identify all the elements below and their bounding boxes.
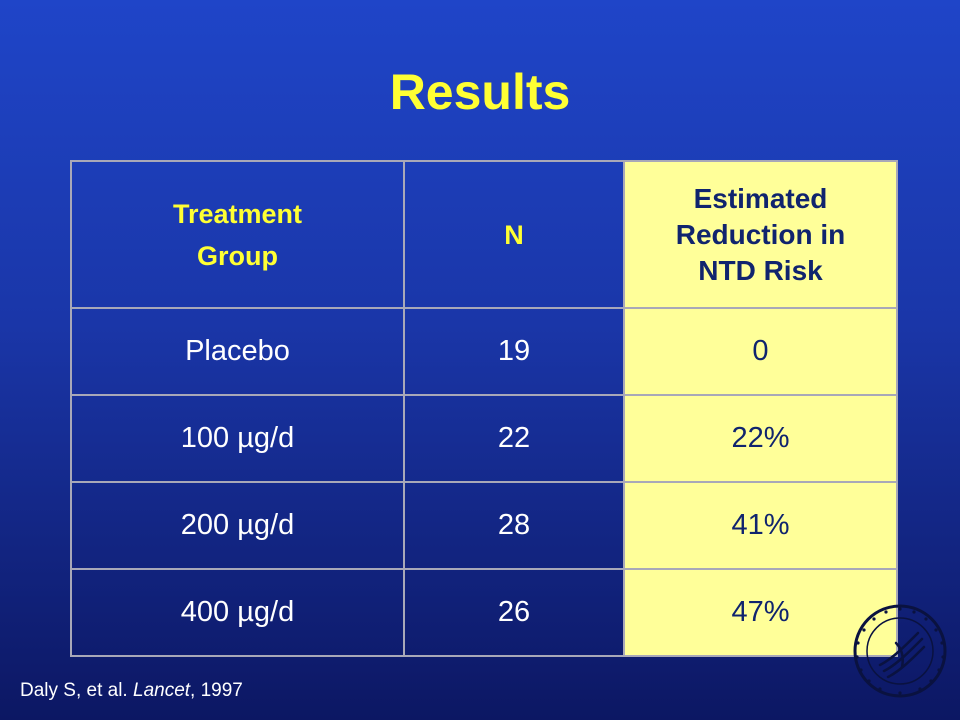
header-treatment-group: Treatment Group — [70, 160, 405, 309]
citation-authors: Daly S, et al. — [20, 680, 133, 701]
table-row: Placebo 19 0 — [70, 307, 898, 396]
table-row: 100 µg/d 22 22% — [70, 394, 898, 483]
citation: Daly S, et al. Lancet, 1997 — [20, 680, 243, 702]
cell-group: 400 µg/d — [70, 568, 405, 657]
table-header-row: Treatment Group N Estimated Reduction in… — [70, 160, 898, 309]
citation-year: , 1997 — [190, 680, 243, 701]
table-row: 400 µg/d 26 47% — [70, 568, 898, 657]
cell-reduction: 22% — [623, 394, 898, 483]
hhs-eagle-seal-icon — [853, 604, 947, 698]
table-row: 200 µg/d 28 41% — [70, 481, 898, 570]
header-reduction-line3: NTD Risk — [698, 254, 823, 286]
cell-n: 22 — [403, 394, 625, 483]
header-reduction-line2: Reduction in — [675, 218, 846, 250]
slide-title: Results — [389, 64, 571, 120]
header-treatment-group-line1: Treatment — [172, 198, 303, 229]
cell-group: Placebo — [70, 307, 405, 396]
results-table: Treatment Group N Estimated Reduction in… — [70, 160, 898, 657]
header-treatment-group-line2: Group — [197, 240, 278, 271]
header-reduction-line1: Estimated — [693, 182, 828, 214]
citation-journal: Lancet — [133, 680, 191, 701]
cell-n: 19 — [403, 307, 625, 396]
header-estimated-reduction: Estimated Reduction in NTD Risk — [623, 160, 898, 309]
cell-n: 28 — [403, 481, 625, 570]
header-n: N — [403, 160, 625, 309]
cell-reduction: 41% — [623, 481, 898, 570]
cell-group: 200 µg/d — [70, 481, 405, 570]
cell-n: 26 — [403, 568, 625, 657]
cell-reduction: 47% — [623, 568, 898, 657]
cell-reduction: 0 — [623, 307, 898, 396]
cell-group: 100 µg/d — [70, 394, 405, 483]
